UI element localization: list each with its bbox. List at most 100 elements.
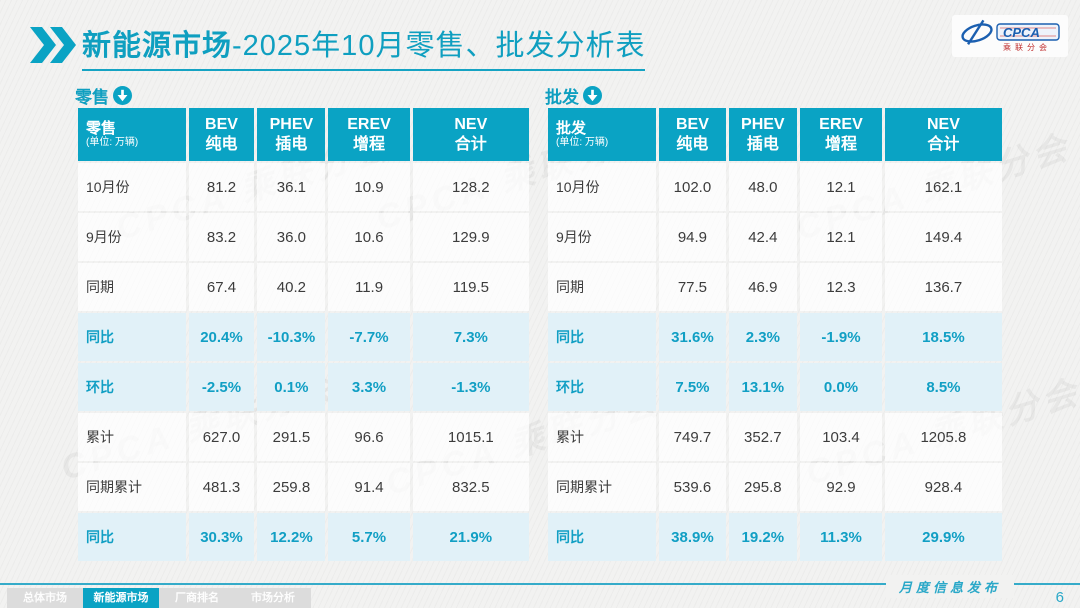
- wholesale-table-title-text: 批发: [545, 87, 579, 107]
- table-row: 10月份 102.0 48.0 12.1 162.1: [548, 163, 1002, 211]
- cell-value: 149.4: [884, 213, 1002, 261]
- cell-value: 92.9: [800, 463, 882, 511]
- table-row: 同期 67.4 40.2 11.9 119.5: [78, 263, 529, 311]
- cell-value: 7.5%: [659, 363, 726, 411]
- cell-value: 0.1%: [257, 363, 326, 411]
- cell-value: 2.3%: [728, 313, 798, 361]
- table-row: 累计 627.0 291.5 96.6 1015.1: [78, 413, 529, 461]
- double-chevron-icon: [30, 27, 76, 68]
- tab-oem-ranking[interactable]: 厂商排名: [159, 588, 235, 608]
- cell-value: 12.2%: [257, 513, 326, 561]
- wholesale-header-unit: 批发 (单位: 万辆): [548, 108, 657, 161]
- cell-value: 129.9: [412, 213, 529, 261]
- cell-value: 627.0: [188, 413, 255, 461]
- wholesale-header-row: 批发 (单位: 万辆) BEV 纯电 PHEV 插电 EREV 增程 NEV 合计: [548, 108, 1002, 161]
- cell-value: 295.8: [728, 463, 798, 511]
- logo-subtext: 乘联分会: [1003, 42, 1051, 52]
- row-label: 同比: [548, 313, 657, 361]
- row-label: 累计: [548, 413, 657, 461]
- retail-header-bev: BEV 纯电: [188, 108, 255, 161]
- down-arrow-icon: [113, 85, 132, 105]
- row-label: 同期累计: [548, 463, 657, 511]
- cell-value: -2.5%: [188, 363, 255, 411]
- row-label: 环比: [78, 363, 186, 411]
- cell-value: 30.3%: [188, 513, 255, 561]
- cell-value: 749.7: [659, 413, 726, 461]
- tab-nev-market[interactable]: 新能源市场: [83, 588, 159, 608]
- cell-value: 103.4: [800, 413, 882, 461]
- row-label: 同期累计: [78, 463, 186, 511]
- page-title: 新能源市场-2025年10月零售、批发分析表: [82, 22, 646, 71]
- retail-header-phev: PHEV 插电: [257, 108, 326, 161]
- wholesale-table: 批发 (单位: 万辆) BEV 纯电 PHEV 插电 EREV 增程 NEV 合计 10…: [545, 106, 1005, 563]
- table-row: 环比 7.5% 13.1% 0.0% 8.5%: [548, 363, 1002, 411]
- cell-value: 46.9: [728, 263, 798, 311]
- cell-value: 36.1: [257, 163, 326, 211]
- row-label: 同比: [78, 513, 186, 561]
- cell-value: 20.4%: [188, 313, 255, 361]
- cell-value: 10.6: [328, 213, 410, 261]
- wholesale-table-section: 批发 批发 (单位: 万辆) BEV 纯电 PHEV 插电: [545, 84, 1005, 563]
- page-number: 6: [1055, 589, 1064, 606]
- cell-value: 1205.8: [884, 413, 1002, 461]
- page-title-bold: 新能源市场: [82, 30, 233, 62]
- table-row: 同期累计 481.3 259.8 91.4 832.5: [78, 463, 529, 511]
- cell-value: 539.6: [659, 463, 726, 511]
- logo-text: CPCA: [1003, 25, 1040, 40]
- tab-market-analysis[interactable]: 市场分析: [235, 588, 311, 608]
- row-label: 同期: [78, 263, 186, 311]
- wholesale-table-title: 批发: [545, 84, 1005, 107]
- cell-value: 38.9%: [659, 513, 726, 561]
- table-row: 同期累计 539.6 295.8 92.9 928.4: [548, 463, 1002, 511]
- cell-value: 10.9: [328, 163, 410, 211]
- row-label: 同比: [78, 313, 186, 361]
- retail-table-title: 零售: [75, 84, 532, 107]
- retail-table: 零售 (单位: 万辆) BEV 纯电 PHEV 插电 EREV 增程 NEV 合计 10…: [75, 106, 532, 563]
- table-row: 9月份 83.2 36.0 10.6 129.9: [78, 213, 529, 261]
- cell-value: 928.4: [884, 463, 1002, 511]
- row-label: 10月份: [78, 163, 186, 211]
- cell-value: 96.6: [328, 413, 410, 461]
- cell-value: -1.3%: [412, 363, 529, 411]
- cell-value: 40.2: [257, 263, 326, 311]
- cell-value: 7.3%: [412, 313, 529, 361]
- cpca-logo: CPCA 乘联分会: [952, 15, 1068, 57]
- retail-header-row: 零售 (单位: 万辆) BEV 纯电 PHEV 插电 EREV 增程 NEV 合计: [78, 108, 529, 161]
- retail-header-nev: NEV 合计: [412, 108, 529, 161]
- cell-value: 83.2: [188, 213, 255, 261]
- cell-value: 832.5: [412, 463, 529, 511]
- cell-value: 29.9%: [884, 513, 1002, 561]
- row-label: 10月份: [548, 163, 657, 211]
- cell-value: 94.9: [659, 213, 726, 261]
- cell-value: 5.7%: [328, 513, 410, 561]
- cell-value: 12.1: [800, 163, 882, 211]
- cell-value: 91.4: [328, 463, 410, 511]
- cell-value: 102.0: [659, 163, 726, 211]
- cell-value: 36.0: [257, 213, 326, 261]
- row-label: 同期: [548, 263, 657, 311]
- cell-value: 67.4: [188, 263, 255, 311]
- cell-value: 21.9%: [412, 513, 529, 561]
- cell-value: 12.3: [800, 263, 882, 311]
- table-row: 同比 31.6% 2.3% -1.9% 18.5%: [548, 313, 1002, 361]
- retail-table-title-text: 零售: [75, 87, 109, 107]
- cell-value: 48.0: [728, 163, 798, 211]
- cell-value: 81.2: [188, 163, 255, 211]
- cell-value: 11.9: [328, 263, 410, 311]
- table-row: 同期 77.5 46.9 12.3 136.7: [548, 263, 1002, 311]
- row-label: 环比: [548, 363, 657, 411]
- cell-value: 0.0%: [800, 363, 882, 411]
- cell-value: 11.3%: [800, 513, 882, 561]
- down-arrow-icon: [583, 85, 602, 105]
- tab-total-market[interactable]: 总体市场: [7, 588, 83, 608]
- table-row: 同比 30.3% 12.2% 5.7% 21.9%: [78, 513, 529, 561]
- cell-value: 259.8: [257, 463, 326, 511]
- cell-value: 136.7: [884, 263, 1002, 311]
- row-label: 9月份: [78, 213, 186, 261]
- footer-divider-line: [0, 583, 1080, 585]
- table-row: 环比 -2.5% 0.1% 3.3% -1.3%: [78, 363, 529, 411]
- bottom-nav-tabs: 总体市场 新能源市场 厂商排名 市场分析: [7, 588, 311, 608]
- cell-value: 352.7: [728, 413, 798, 461]
- cell-value: -7.7%: [328, 313, 410, 361]
